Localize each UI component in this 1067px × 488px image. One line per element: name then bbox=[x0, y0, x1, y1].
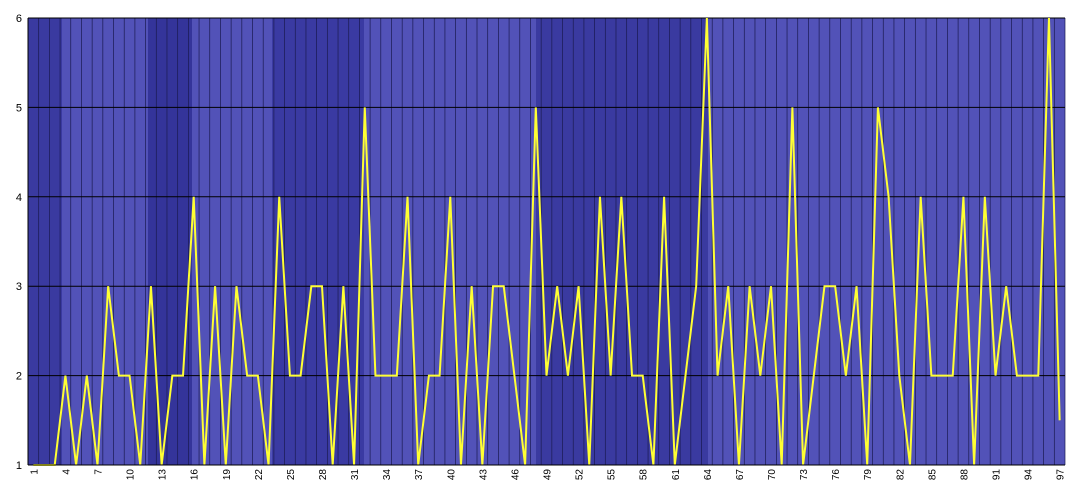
x-tick-label: 85 bbox=[927, 469, 938, 481]
plot-shade bbox=[536, 18, 708, 465]
x-tick-label: 22 bbox=[254, 469, 265, 481]
x-tick-label: 61 bbox=[671, 469, 682, 481]
x-tick-label: 64 bbox=[703, 469, 714, 481]
x-tick-label: 13 bbox=[158, 469, 169, 481]
plot-shade bbox=[28, 18, 62, 465]
x-tick-label: 1 bbox=[29, 469, 40, 475]
x-tick-label: 49 bbox=[543, 469, 554, 481]
x-tick-label: 94 bbox=[1024, 469, 1035, 481]
y-tick-label: 2 bbox=[16, 371, 22, 383]
y-tick-label: 5 bbox=[16, 102, 22, 114]
x-tick-label: 58 bbox=[639, 469, 650, 481]
x-tick-label: 97 bbox=[1056, 469, 1067, 481]
x-tick-label: 46 bbox=[510, 469, 521, 481]
x-tick-label: 52 bbox=[575, 469, 586, 481]
x-tick-label: 4 bbox=[61, 469, 72, 475]
x-tick-label: 31 bbox=[350, 469, 361, 481]
x-tick-label: 10 bbox=[126, 469, 137, 481]
y-tick-label: 6 bbox=[16, 13, 22, 25]
x-tick-label: 76 bbox=[831, 469, 842, 481]
x-tick-label: 73 bbox=[799, 469, 810, 481]
y-tick-label: 3 bbox=[16, 281, 22, 293]
x-tick-label: 40 bbox=[446, 469, 457, 481]
x-tick-label: 7 bbox=[93, 469, 104, 475]
marks bbox=[27, 17, 1065, 466]
x-tick-label: 79 bbox=[863, 469, 874, 481]
x-tick-label: 70 bbox=[767, 469, 778, 481]
y-tick-label: 4 bbox=[16, 192, 22, 204]
y-tick-label: 1 bbox=[16, 460, 22, 472]
x-tick-label: 82 bbox=[895, 469, 906, 481]
x-tick-label: 16 bbox=[190, 469, 201, 481]
x-tick-label: 67 bbox=[735, 469, 746, 481]
x-tick-label: 25 bbox=[286, 469, 297, 481]
x-tick-label: 43 bbox=[478, 469, 489, 481]
x-tick-label: 34 bbox=[382, 469, 393, 481]
x-tick-label: 91 bbox=[992, 469, 1003, 481]
x-tick-label: 19 bbox=[222, 469, 233, 481]
x-tick-label: 88 bbox=[959, 469, 970, 481]
x-tick-label: 28 bbox=[318, 469, 329, 481]
x-tick-label: 37 bbox=[414, 469, 425, 481]
x-tick-label: 55 bbox=[607, 469, 618, 481]
